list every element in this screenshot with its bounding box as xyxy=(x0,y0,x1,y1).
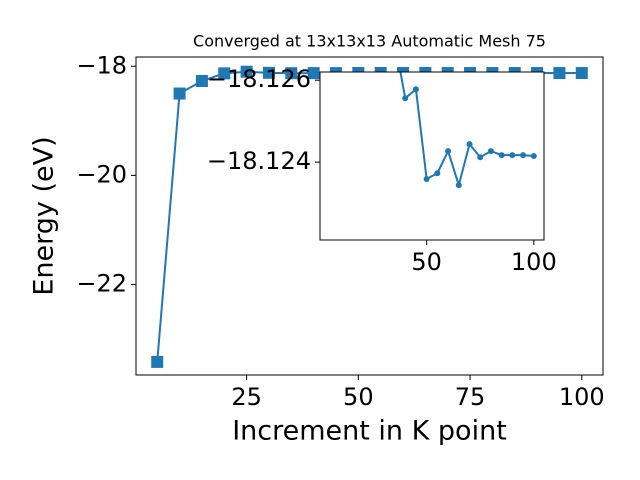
marker xyxy=(412,86,419,93)
y-tick-label: −22 xyxy=(76,269,127,297)
chart-title: Converged at 13x13x13 Automatic Mesh 75 xyxy=(193,32,546,51)
marker xyxy=(520,152,527,159)
marker xyxy=(455,182,462,189)
marker xyxy=(530,153,537,159)
plot-content xyxy=(399,72,537,189)
x-tick-label: 75 xyxy=(455,383,486,411)
marker xyxy=(218,67,231,80)
marker xyxy=(195,75,208,87)
axes-frame xyxy=(135,56,604,376)
marker xyxy=(553,67,566,80)
y-axis-label: Energy (eV) xyxy=(29,136,60,295)
marker xyxy=(240,65,253,78)
y-tick-label: −18 xyxy=(76,51,127,79)
marker xyxy=(434,170,441,177)
marker xyxy=(466,141,473,148)
x-tick-label: 100 xyxy=(559,383,605,411)
x-axis-label: Increment in K point xyxy=(232,416,507,447)
marker xyxy=(285,67,298,80)
marker xyxy=(151,355,164,368)
axes-frame xyxy=(319,71,545,241)
marker xyxy=(262,66,275,79)
y-tick-label: −20 xyxy=(76,160,127,188)
marker xyxy=(307,67,320,80)
x-tick-label: 50 xyxy=(411,248,442,276)
y-tick-label: −18.126 xyxy=(207,65,311,93)
marker xyxy=(173,87,186,100)
x-tick-label: 100 xyxy=(511,248,557,276)
marker xyxy=(487,148,494,155)
marker xyxy=(402,95,409,102)
marker xyxy=(445,148,452,155)
marker xyxy=(498,152,505,159)
marker xyxy=(509,152,516,159)
marker xyxy=(423,175,430,182)
x-tick-label: 25 xyxy=(231,383,262,411)
x-tick-label: 50 xyxy=(343,383,374,411)
y-tick-label: −18.124 xyxy=(207,147,311,175)
marker xyxy=(477,154,484,161)
marker xyxy=(575,67,588,80)
